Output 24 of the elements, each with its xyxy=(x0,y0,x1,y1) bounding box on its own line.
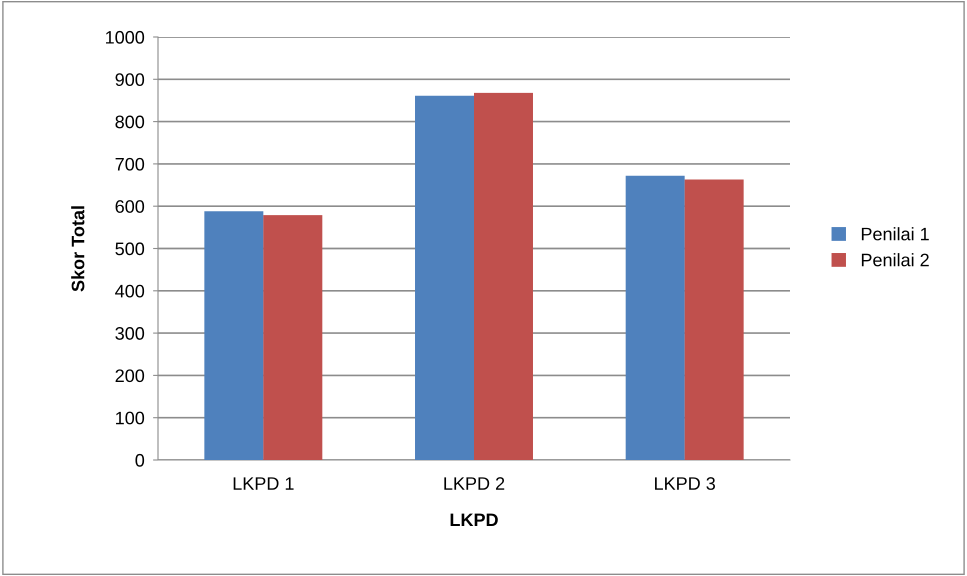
y-tick-label: 400 xyxy=(115,284,144,298)
x-tick-label: LKPD 1 xyxy=(234,477,294,490)
y-tick-label: 300 xyxy=(115,327,144,340)
y-tick-label: 100 xyxy=(116,412,144,424)
legend-label: Penilai 2 xyxy=(862,253,929,266)
x-axis-title: LKPD xyxy=(450,514,498,526)
y-tick-label: 900 xyxy=(116,73,144,86)
y-tick-label: 0 xyxy=(135,454,144,467)
legend-label: Penilai 1 xyxy=(862,227,929,240)
bar xyxy=(415,96,474,460)
x-tick-label: LKPD 3 xyxy=(655,477,715,490)
bar xyxy=(626,176,685,460)
bar xyxy=(684,180,744,460)
y-tick-label: 700 xyxy=(116,158,144,171)
bar xyxy=(263,215,322,460)
y-tick-label: 500 xyxy=(115,242,144,256)
y-tick-label: 600 xyxy=(116,200,144,213)
y-tick-label: 1000 xyxy=(106,30,144,44)
x-tick-label: LKPD 2 xyxy=(444,477,504,490)
y-axis-title: Skor Total xyxy=(71,206,84,292)
bar xyxy=(474,92,533,460)
y-tick-label: 800 xyxy=(115,116,144,128)
bar xyxy=(204,211,264,460)
y-tick-label: 200 xyxy=(116,369,144,382)
